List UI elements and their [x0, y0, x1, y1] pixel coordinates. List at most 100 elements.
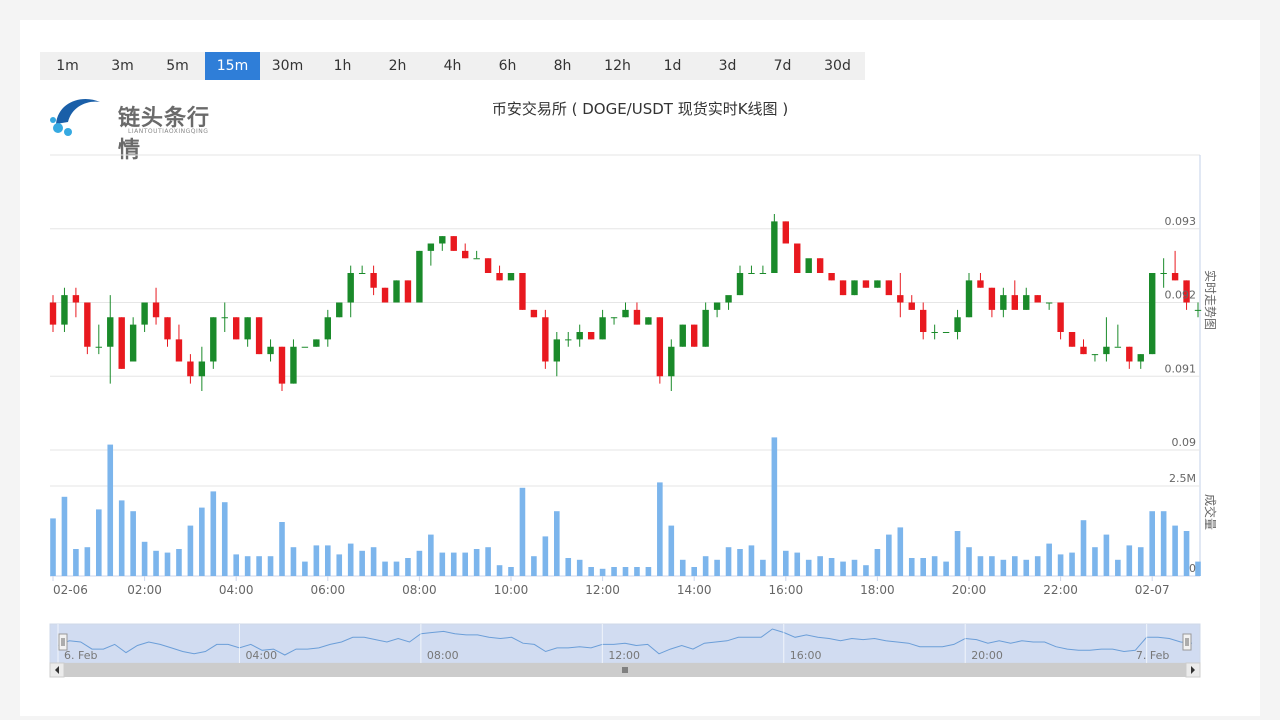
volume-bar: [748, 545, 755, 576]
candle-body: [759, 273, 767, 274]
interval-button-1d[interactable]: 1d: [663, 58, 682, 74]
candle-body: [862, 280, 870, 288]
candle-body: [794, 243, 801, 273]
volume-bar: [84, 547, 91, 576]
candle: [267, 339, 274, 362]
volume-bar: [565, 558, 572, 576]
volume-bar: [840, 561, 846, 576]
candle: [885, 280, 893, 296]
candle: [977, 273, 984, 288]
candle-body: [1103, 346, 1110, 355]
interval-button-5m[interactable]: 5m: [166, 58, 189, 74]
interval-button-8h[interactable]: 8h: [553, 58, 572, 74]
x-tick-label: 14:00: [677, 583, 712, 597]
volume-bar: [153, 550, 159, 576]
scrollbar[interactable]: [49, 662, 1201, 678]
interval-button-4h[interactable]: 4h: [443, 58, 462, 74]
candle: [771, 214, 778, 273]
volume-bar: [645, 567, 652, 576]
volume-bar: [485, 547, 491, 576]
volume-bar: [760, 559, 766, 576]
volume-tick-label: 2.5M: [1169, 472, 1196, 485]
volume-bar: [439, 552, 446, 576]
volume-bar: [336, 554, 343, 576]
candle-body: [908, 302, 915, 310]
volume-bar: [393, 561, 400, 576]
chevron-right-icon: [1191, 666, 1195, 674]
candle-body: [473, 258, 480, 260]
candle: [210, 317, 217, 369]
candle: [129, 317, 137, 362]
candle-body: [1137, 354, 1144, 362]
candle-body: [484, 258, 492, 273]
price-tick-label: 0.092: [1165, 289, 1197, 302]
interval-button-6h[interactable]: 6h: [498, 58, 517, 74]
volume-bar: [176, 549, 182, 576]
candle: [576, 324, 583, 347]
volume-bar: [714, 559, 720, 576]
x-tick-label: 10:00: [494, 583, 529, 597]
candle: [530, 309, 538, 318]
x-tick-label: 22:00: [1043, 583, 1078, 597]
navigator-left-handle[interactable]: [58, 633, 68, 651]
interval-button-3m[interactable]: 3m: [111, 58, 134, 74]
volume-bar: [679, 559, 686, 576]
candle-body: [805, 258, 812, 273]
chevron-left-icon: [55, 666, 59, 674]
candle: [587, 332, 595, 340]
interval-button-3d[interactable]: 3d: [718, 58, 737, 74]
candle: [1011, 280, 1018, 310]
volume-bar: [141, 541, 148, 576]
volume-bar: [118, 500, 125, 576]
candle-body: [301, 346, 309, 348]
logo-text: 链头条行情: [118, 106, 211, 163]
candle: [633, 302, 641, 325]
navigator-right-handle[interactable]: [1182, 633, 1192, 651]
candle-body: [519, 273, 526, 310]
candle-body: [1171, 273, 1179, 281]
volume-bar: [1103, 534, 1110, 576]
candle-body: [1045, 302, 1053, 304]
interval-button-2h[interactable]: 2h: [388, 58, 407, 74]
candle: [1045, 302, 1053, 310]
candle-body: [141, 302, 148, 325]
candle: [1091, 354, 1099, 362]
candle: [622, 302, 629, 318]
navigator-label: 12:00: [608, 649, 640, 662]
price-tick-label: 0.093: [1165, 215, 1197, 228]
candle-body: [496, 273, 503, 281]
volume-bar: [279, 522, 285, 576]
candle-body: [610, 317, 618, 319]
interval-button-15m[interactable]: 15m: [205, 52, 260, 80]
candle-body: [198, 361, 206, 377]
candle-body: [542, 317, 549, 362]
candle: [164, 317, 171, 347]
candle: [862, 280, 870, 288]
interval-button-1m[interactable]: 1m: [56, 58, 79, 74]
candle-body: [645, 317, 652, 325]
candle: [542, 309, 549, 369]
volume-bar: [874, 549, 881, 576]
navigator-label: 7. Feb: [1136, 649, 1169, 662]
x-tick-label: 20:00: [952, 583, 987, 597]
volume-bar: [725, 547, 732, 576]
volume-bar: [691, 567, 697, 576]
candle-body: [118, 317, 125, 369]
interval-button-7d[interactable]: 7d: [773, 58, 792, 74]
candle: [1183, 280, 1190, 310]
candle: [404, 280, 412, 303]
candle-body: [1114, 346, 1122, 348]
candle-body: [507, 273, 515, 281]
volume-bar: [244, 556, 251, 576]
navigator[interactable]: 6. Feb 04:00 08:00 12:00 16:00 20:00 7. Feb: [49, 623, 1201, 678]
interval-button-30d[interactable]: 30d: [824, 58, 851, 74]
candle: [450, 236, 457, 251]
candle-body: [622, 309, 629, 318]
volume-bar: [863, 565, 869, 576]
interval-button-1h[interactable]: 1h: [333, 58, 352, 74]
interval-button-12h[interactable]: 12h: [604, 58, 631, 74]
interval-button-30m[interactable]: 30m: [271, 58, 304, 74]
volume-bar: [588, 567, 594, 576]
candle: [1068, 332, 1076, 347]
